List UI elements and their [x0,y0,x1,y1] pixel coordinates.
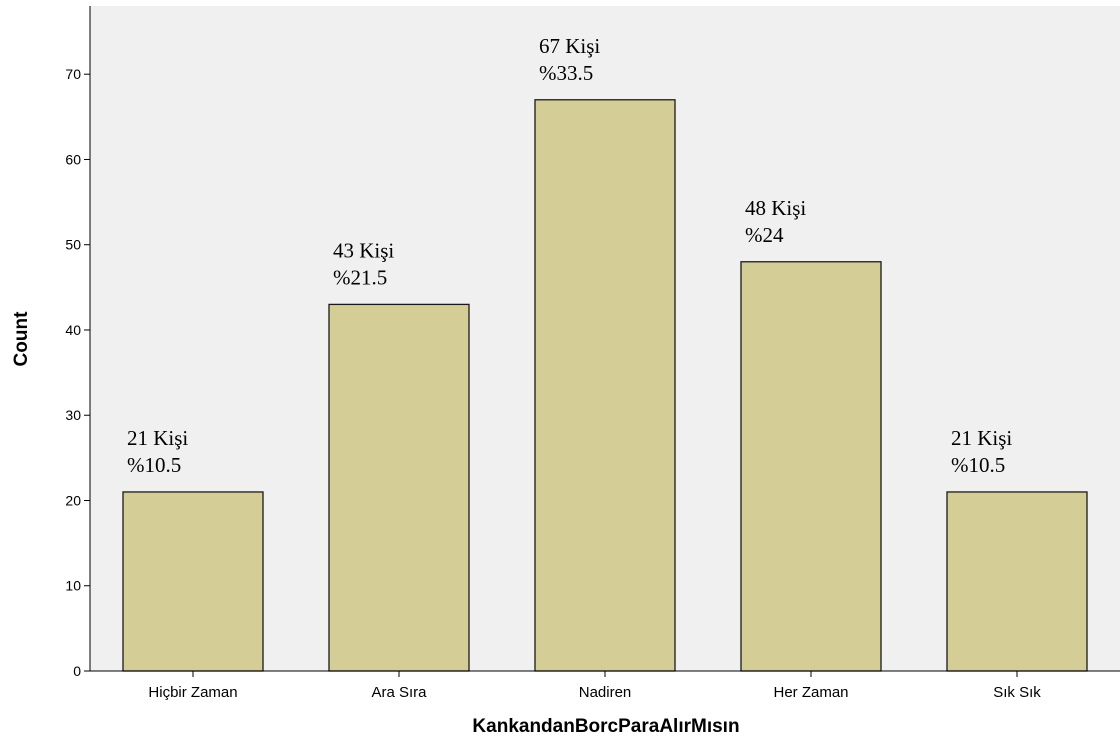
bar [946,491,1088,672]
data-label-percent: %10.5 [951,453,1005,477]
data-label-count: 67 Kişi [539,34,600,58]
data-label-count: 48 Kişi [745,196,806,220]
data-label-count: 43 Kişi [333,238,394,262]
y-tick-label: 70 [65,66,81,82]
x-tick-label: Sık Sık [993,684,1041,701]
y-axis-title: Count [11,311,32,367]
y-tick-label: 0 [73,663,81,679]
data-label-percent: %10.5 [127,453,181,477]
x-tick-labels-group: Hiçbir Zaman Ara Sıra Nadiren Her Zaman Sık … [148,671,1041,701]
data-label-percent: %21.5 [333,265,387,289]
y-tick-label: 40 [65,322,81,338]
y-tick-label: 30 [65,407,81,423]
y-tick-label: 10 [65,578,81,594]
data-label-count: 21 Kişi [127,426,188,450]
bar [328,303,470,672]
y-tick-label: 20 [65,492,81,508]
y-ticks-group: 0 10 20 30 40 50 60 70 [65,66,90,679]
bars-group [122,99,1088,672]
y-tick-label: 50 [65,237,81,253]
y-tick-label: 60 [65,151,81,167]
bar [740,261,882,672]
data-labels-group: 21 Kişi %10.5 43 Kişi %21.5 67 Kişi %33.5 48 K… [127,34,1012,477]
data-label-count: 21 Kişi [951,426,1012,450]
x-tick-label: Nadiren [579,684,632,701]
bar [122,491,264,672]
x-tick-label: Her Zaman [773,684,848,701]
data-label-percent: %24 [745,223,784,247]
x-tick-label: Hiçbir Zaman [148,684,237,701]
bar [534,99,676,672]
x-tick-label: Ara Sıra [371,684,427,701]
x-axis-title: KankandanBorcParaAlırMısın [472,716,739,737]
data-label-percent: %33.5 [539,61,593,85]
